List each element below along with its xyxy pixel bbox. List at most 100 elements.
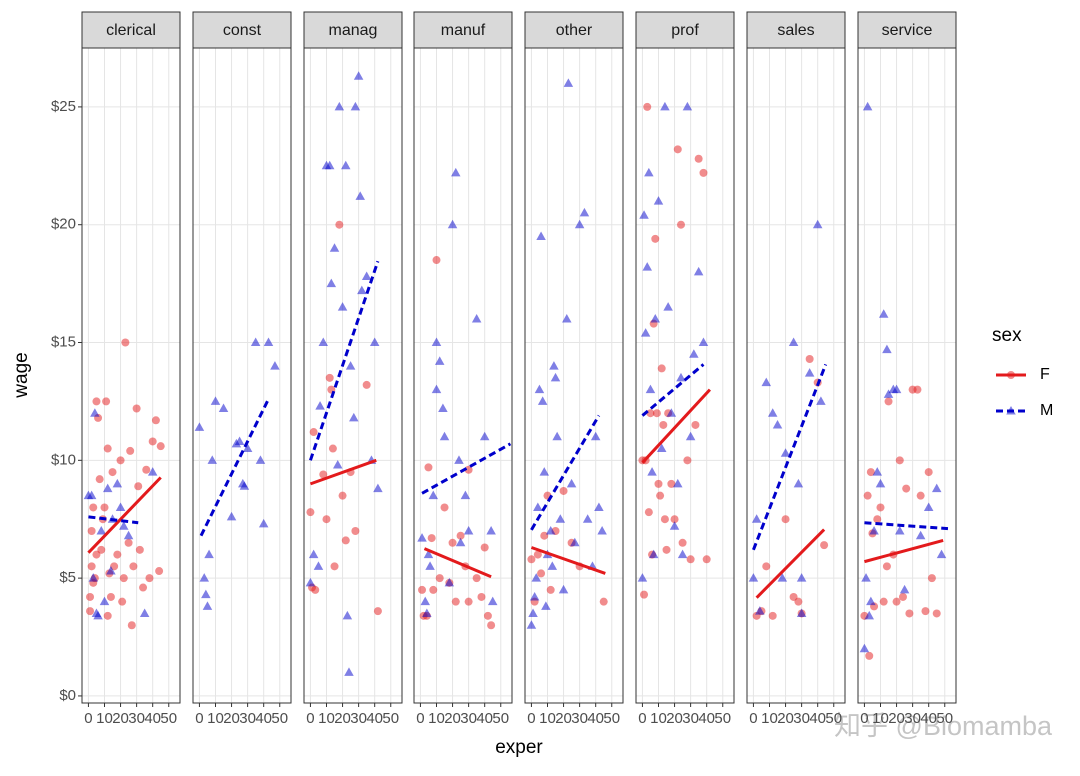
x-tick-label: 40	[255, 710, 272, 727]
point	[650, 313, 661, 323]
x-tick-label: 20	[777, 710, 794, 727]
point	[479, 431, 490, 441]
point	[693, 266, 704, 276]
point	[793, 478, 804, 488]
point	[103, 611, 112, 620]
point	[923, 502, 934, 511]
point	[651, 234, 660, 243]
point	[536, 231, 546, 240]
point	[434, 356, 445, 365]
point	[936, 549, 947, 559]
point	[683, 456, 692, 465]
point	[342, 610, 353, 620]
point	[487, 596, 498, 606]
point	[263, 337, 274, 347]
point	[899, 584, 910, 594]
point	[351, 527, 360, 536]
point	[558, 584, 569, 594]
fit-line	[87, 476, 162, 554]
point	[639, 210, 649, 219]
fit-line	[199, 398, 270, 537]
fit-line	[755, 528, 826, 599]
point	[676, 372, 686, 382]
point	[531, 573, 541, 582]
point	[460, 490, 471, 500]
watermark: 知乎 @Biomamba	[834, 711, 1053, 741]
point	[678, 538, 687, 547]
fit-line	[752, 363, 828, 551]
panel-background	[304, 48, 402, 703]
x-tick-label: 20	[112, 710, 129, 727]
point	[480, 543, 489, 552]
point	[103, 444, 112, 453]
point	[673, 478, 683, 488]
point	[102, 483, 113, 493]
x-tick-label: 0	[84, 710, 92, 727]
strip	[857, 11, 957, 49]
point	[338, 491, 347, 500]
point	[99, 596, 110, 606]
point	[559, 486, 568, 495]
point	[777, 573, 788, 582]
point	[106, 592, 115, 601]
point	[660, 515, 669, 524]
x-tick-label: 10	[96, 710, 113, 727]
point	[869, 526, 879, 535]
point	[698, 337, 709, 347]
point	[451, 167, 461, 177]
point	[86, 592, 95, 601]
x-tick-label: 30	[904, 710, 921, 727]
point	[270, 361, 280, 370]
point	[334, 101, 345, 111]
fit-line	[309, 260, 380, 461]
point	[648, 549, 659, 559]
point	[669, 521, 680, 530]
strip-label: manuf	[441, 22, 486, 39]
x-tick-label: 40	[476, 710, 493, 727]
point	[537, 396, 548, 405]
x-tick-label: 50	[160, 710, 177, 727]
point	[895, 526, 905, 535]
point	[895, 456, 904, 465]
point	[362, 380, 371, 389]
y-axis-title: wage	[11, 352, 32, 398]
point	[258, 518, 269, 528]
point	[656, 443, 667, 453]
legend-marker	[1007, 371, 1015, 379]
x-tick-label: 10	[318, 710, 335, 727]
point	[637, 573, 648, 582]
point	[90, 408, 100, 417]
point	[751, 514, 762, 523]
point	[349, 412, 359, 422]
point	[429, 585, 438, 594]
fit-line	[864, 538, 944, 564]
point	[570, 537, 580, 547]
x-tick-label: 30	[460, 710, 477, 727]
fit-line	[641, 388, 712, 464]
legend-label: F	[1040, 366, 1050, 383]
point	[916, 491, 925, 500]
x-tick-label: 0	[195, 710, 203, 727]
point	[305, 577, 316, 587]
strip-label: const	[223, 22, 262, 39]
fit-line	[864, 521, 949, 531]
x-tick-label: 40	[809, 710, 826, 727]
point	[762, 562, 771, 571]
point	[533, 550, 542, 559]
point	[921, 607, 930, 616]
point	[463, 526, 474, 535]
point	[118, 597, 127, 606]
legend-label: M	[1040, 402, 1053, 419]
point	[147, 467, 158, 476]
point	[663, 302, 673, 311]
x-tick-label: 20	[666, 710, 683, 727]
point	[794, 597, 803, 606]
x-tick-label: 10	[872, 710, 889, 727]
legend-marker	[1006, 406, 1016, 415]
point	[148, 437, 157, 446]
point	[640, 590, 649, 599]
point	[652, 409, 661, 418]
point	[156, 442, 165, 451]
point	[892, 597, 901, 606]
